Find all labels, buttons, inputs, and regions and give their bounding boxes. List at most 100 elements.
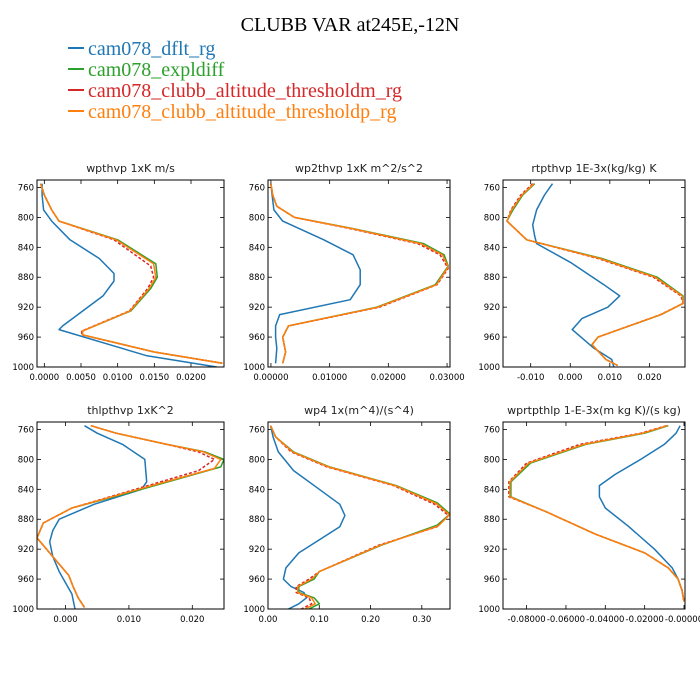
y-tick-label: 960 <box>484 575 500 585</box>
y-tick-label: 960 <box>18 575 34 585</box>
series-line <box>506 183 684 367</box>
legend-swatch <box>68 110 84 113</box>
legend-item: cam078_clubb_altitude_thresholdm_rg <box>68 80 402 102</box>
x-tick-label: 0.010 <box>117 615 141 625</box>
series-line <box>41 183 217 367</box>
panel: rtpthvp 1E-3x(kg/kg) K 760 800 840 880 920 960… <box>478 162 686 383</box>
y-tick-label: 960 <box>249 575 265 585</box>
x-tick-label: -0.06000 <box>547 615 585 625</box>
series-line <box>39 183 223 365</box>
y-tick-label: 1000 <box>478 363 500 373</box>
x-tick-label: -0.02000 <box>626 615 664 625</box>
series-line <box>508 424 685 602</box>
panel: wp4 1x(m^4)/(s^4)76080084088092096010000… <box>243 404 451 625</box>
y-tick-label: 760 <box>484 425 500 435</box>
x-tick-label: 0.010 <box>598 373 622 383</box>
legend-swatch <box>68 68 84 71</box>
panel-title: wpthvp 1xK m/s <box>86 162 175 175</box>
y-tick-label: 840 <box>18 485 34 495</box>
x-tick-label: 0.0200 <box>176 373 206 383</box>
series-line <box>509 424 685 602</box>
y-tick-label: 1000 <box>243 605 265 615</box>
y-tick-label: 800 <box>484 213 500 223</box>
series-line <box>598 425 685 602</box>
panel-title: thlpthvp 1xK^2 <box>87 404 174 417</box>
x-tick-label: 0.20 <box>361 615 380 625</box>
y-tick-label: 880 <box>484 273 500 283</box>
y-tick-label: 1000 <box>12 363 34 373</box>
x-tick-label: -0.00000 <box>665 615 700 625</box>
series-line <box>506 183 684 367</box>
plot-frame <box>267 421 451 610</box>
y-tick-label: 880 <box>249 273 265 283</box>
x-tick-label: 0.020 <box>180 615 204 625</box>
y-tick-label: 800 <box>18 455 34 465</box>
legend-swatch <box>68 89 84 92</box>
y-tick-label: 1000 <box>12 605 34 615</box>
x-tick-label: 0.000 <box>53 615 77 625</box>
y-tick-label: 880 <box>484 515 500 525</box>
panel-title: wprtpthlp 1-E-3x(m kg K)/(s kg) <box>507 404 681 417</box>
series-line <box>37 424 222 608</box>
panel-title: wp4 1x(m^4)/(s^4) <box>304 404 414 417</box>
series-line <box>39 183 223 365</box>
series-line <box>506 183 684 367</box>
y-tick-label: 920 <box>249 303 265 313</box>
y-tick-label: 760 <box>18 425 34 435</box>
panel: wpthvp 1xK m/s76080084088092096010000.00… <box>12 162 225 383</box>
y-tick-label: 920 <box>18 303 34 313</box>
x-tick-label: 0.0100 <box>103 373 133 383</box>
series-line <box>269 425 450 609</box>
legend-label: cam078_dflt_rg <box>88 38 216 60</box>
y-tick-label: 960 <box>249 333 265 343</box>
x-tick-label: 0.00 <box>259 615 278 625</box>
series-line <box>270 183 361 364</box>
legend-item: cam078_clubb_altitude_thresholdp_rg <box>68 101 396 123</box>
series-line <box>510 424 685 602</box>
figure-title: CLUBB VAR at245E,-12N <box>240 14 460 36</box>
y-tick-label: 880 <box>18 515 34 525</box>
x-tick-label: 0.0150 <box>139 373 169 383</box>
series-line <box>48 425 148 609</box>
y-tick-label: 920 <box>249 545 265 555</box>
x-tick-label: 0.020 <box>637 373 661 383</box>
y-tick-label: 760 <box>18 183 34 193</box>
y-tick-label: 1000 <box>478 605 500 615</box>
y-tick-label: 760 <box>484 183 500 193</box>
y-tick-label: 800 <box>484 455 500 465</box>
y-tick-label: 880 <box>18 273 34 283</box>
plot-frame <box>502 179 686 368</box>
y-tick-label: 840 <box>249 243 265 253</box>
y-tick-label: 760 <box>249 425 265 435</box>
x-tick-label: 0.01000 <box>312 373 347 383</box>
panel: wp2thvp 1xK m^2/s^2 760 800 840 880 920 960 100… <box>243 162 464 383</box>
legend-label: cam078_clubb_altitude_thresholdm_rg <box>88 80 403 102</box>
legend-label: cam078_expldiff <box>88 59 225 81</box>
y-tick-label: 840 <box>484 243 500 253</box>
plot-frame <box>36 421 225 610</box>
y-tick-label: 1000 <box>243 363 265 373</box>
series-line <box>270 183 449 364</box>
series-line <box>531 183 621 367</box>
panel: wprtpthlp 1-E-3x(m kg K)/(s kg) 760 800 840… <box>478 404 700 625</box>
y-tick-label: 920 <box>484 545 500 555</box>
y-tick-label: 800 <box>249 455 265 465</box>
y-tick-label: 920 <box>484 303 500 313</box>
plot-frame <box>502 421 686 610</box>
x-tick-label: 0.00000 <box>253 373 288 383</box>
legend-swatch <box>68 47 84 50</box>
panel-title: rtpthvp 1E-3x(kg/kg) K <box>531 162 657 175</box>
panel-title: wp2thvp 1xK m^2/s^2 <box>295 162 423 175</box>
y-tick-label: 800 <box>249 213 265 223</box>
y-tick-label: 920 <box>18 545 34 555</box>
x-tick-label: 0.10 <box>310 615 329 625</box>
x-tick-label: -0.04000 <box>586 615 624 625</box>
y-tick-label: 800 <box>18 213 34 223</box>
x-tick-label: 0.03000 <box>429 373 464 383</box>
plot-frame <box>267 179 451 368</box>
series-line <box>39 183 223 365</box>
x-tick-label: 0.000 <box>558 373 582 383</box>
x-tick-label: 0.0000 <box>29 373 59 383</box>
y-tick-label: 960 <box>484 333 500 343</box>
y-tick-label: 760 <box>249 183 265 193</box>
